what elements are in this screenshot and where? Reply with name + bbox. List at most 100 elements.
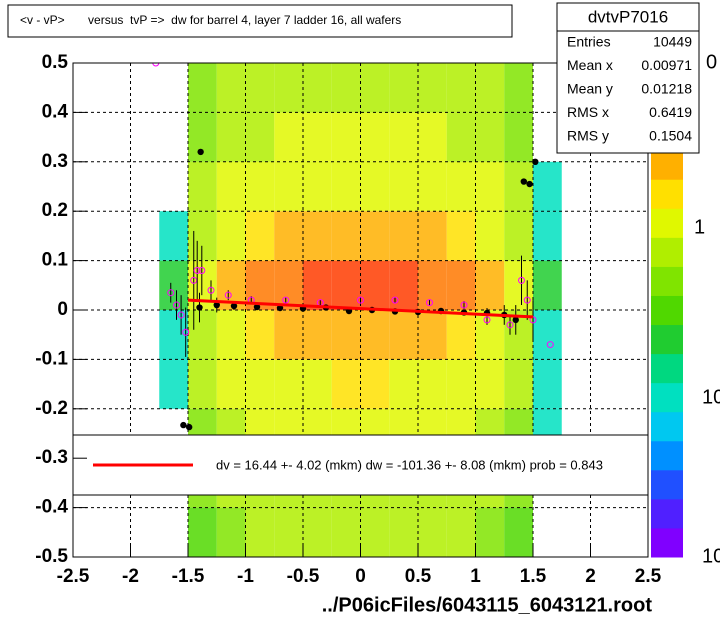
y-tick-label: 0.5 xyxy=(42,52,69,73)
profile-point xyxy=(167,289,175,297)
legend-text: dv = 16.44 +- 4.02 (mkm) dw = -101.36 +-… xyxy=(216,457,603,472)
profile-point xyxy=(506,321,514,329)
profile-point xyxy=(180,421,187,429)
profile-point xyxy=(230,302,238,310)
density-cell xyxy=(245,63,275,113)
chart-title: <v - vP> versus tvP => dw for barrel 4, … xyxy=(20,13,401,27)
density-cell xyxy=(389,112,418,162)
density-cell xyxy=(418,211,447,261)
profile-layer xyxy=(152,63,554,431)
density-cell xyxy=(216,161,246,212)
z-tick-label: 1 xyxy=(694,216,705,238)
color-bar-step xyxy=(651,266,683,296)
y-tick-label: 0.1 xyxy=(42,250,69,271)
density-cell xyxy=(274,310,303,360)
density-cell xyxy=(504,310,533,360)
stats-title: dvtvP7016 xyxy=(588,7,668,26)
density-cell xyxy=(216,359,246,409)
density-cell xyxy=(389,211,418,261)
x-tick-label: -1.5 xyxy=(172,566,205,587)
profile-point xyxy=(460,301,468,309)
density-cell xyxy=(303,161,332,212)
density-cell xyxy=(245,211,275,261)
density-cell xyxy=(504,260,533,310)
x-tick-label: 1 xyxy=(470,566,481,587)
density-cell xyxy=(446,211,476,261)
stats-value: 0.1504 xyxy=(649,128,692,144)
density-cell xyxy=(389,310,418,360)
profile-point xyxy=(173,301,180,309)
profile-point xyxy=(532,158,539,165)
density-cell xyxy=(245,359,275,409)
density-cell xyxy=(475,260,505,310)
density-cell xyxy=(533,260,562,310)
density-cell xyxy=(331,211,361,261)
color-bar-step xyxy=(651,527,683,558)
color-bar-step xyxy=(651,208,683,238)
density-cell xyxy=(159,359,188,409)
density-cell xyxy=(418,310,447,360)
profile-point xyxy=(391,296,399,304)
color-bar-step xyxy=(651,179,683,209)
density-cell xyxy=(188,63,217,113)
profile-point xyxy=(196,304,203,311)
density-cell xyxy=(331,63,361,113)
y-tick-label: -0.4 xyxy=(35,497,68,518)
z-tick-label: 0 xyxy=(706,51,717,73)
color-bar-step xyxy=(651,324,683,355)
profile-point xyxy=(426,299,433,307)
fit-line xyxy=(187,298,534,319)
density-cell xyxy=(504,359,533,409)
profile-point xyxy=(213,301,220,309)
density-cell xyxy=(303,359,332,409)
density-cell xyxy=(245,112,275,162)
profile-point xyxy=(518,276,525,284)
density-cell xyxy=(274,260,303,310)
stats-label: RMS y xyxy=(567,128,609,144)
density-cell xyxy=(389,161,418,212)
density-layer xyxy=(159,63,562,557)
density-cell xyxy=(159,211,188,261)
density-cell xyxy=(159,310,188,360)
density-cell xyxy=(418,161,447,212)
profile-point xyxy=(523,296,531,304)
density-cell xyxy=(475,211,505,261)
density-cell xyxy=(360,112,390,162)
y-tick-label: -0.5 xyxy=(35,546,68,567)
density-cell xyxy=(245,161,275,212)
y-tick-label: 0.2 xyxy=(42,200,68,221)
x-axis-label: ../P06icFiles/6043115_6043121.root xyxy=(322,594,653,616)
x-tick-label: 1.5 xyxy=(520,566,547,587)
y-tick-label: 0 xyxy=(57,299,68,320)
y-tick-label: 0.3 xyxy=(42,151,68,172)
stats-value: 0.00971 xyxy=(641,57,692,73)
profile-point xyxy=(282,296,290,304)
profile-point xyxy=(253,303,261,311)
density-cell xyxy=(188,161,217,212)
profile-point xyxy=(546,341,554,349)
profile-point xyxy=(207,286,215,294)
density-cell xyxy=(245,310,275,360)
density-cell xyxy=(331,161,361,212)
density-cell xyxy=(188,359,217,409)
density-cell xyxy=(360,211,390,261)
density-cell xyxy=(475,507,505,557)
density-cell xyxy=(245,507,275,557)
density-cell xyxy=(533,310,562,360)
density-cell xyxy=(216,211,246,261)
stats-box xyxy=(556,2,700,154)
density-cell xyxy=(418,359,447,409)
stats-label: Mean x xyxy=(567,57,613,73)
density-cell xyxy=(274,359,303,409)
stats-value: 10449 xyxy=(653,34,692,50)
profile-point xyxy=(177,311,185,319)
density-cell xyxy=(303,507,332,557)
stats-rows: Entries 10449 Mean x 0.00971 Mean y 0.01218 RM… xyxy=(567,34,692,144)
x-tick-label: -0.5 xyxy=(287,566,320,587)
title-box xyxy=(7,4,513,38)
profile-point xyxy=(182,328,190,336)
profile-point xyxy=(276,304,284,312)
density-cell xyxy=(533,359,562,409)
density-cell xyxy=(331,112,361,162)
density-cell xyxy=(216,310,246,360)
